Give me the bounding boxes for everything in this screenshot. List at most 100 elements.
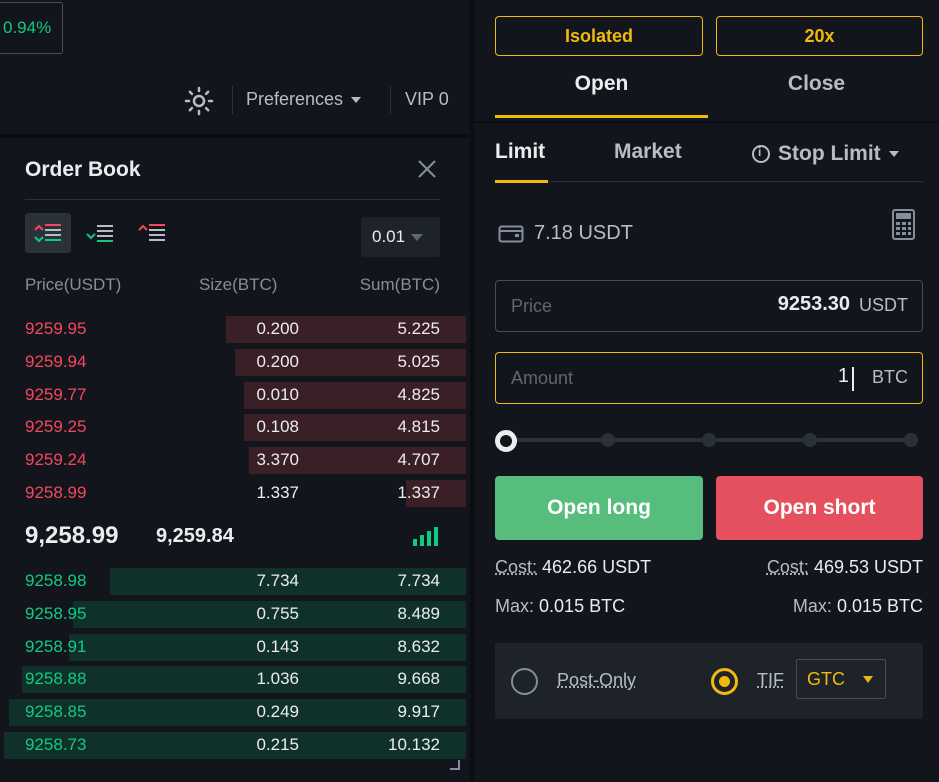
row-price: 9259.25	[25, 417, 87, 437]
preferences-label: Preferences	[246, 89, 344, 109]
bid-row[interactable]: 9258.73 0.215 10.132	[0, 729, 470, 762]
depth-bar	[244, 414, 466, 442]
cost-label: Cost:	[766, 557, 809, 577]
row-size: 0.200	[256, 319, 299, 338]
precision-select[interactable]: 0.01	[361, 217, 440, 257]
mark-price: 9,259.84	[156, 525, 234, 547]
tif-radio[interactable]	[711, 668, 738, 695]
last-price[interactable]: 9,258.99	[25, 522, 119, 549]
depth-bar	[69, 633, 466, 661]
price-change-badge: 0.94%	[0, 2, 63, 54]
long-max-value: 0.015 BTC	[539, 596, 626, 616]
row-price: 9259.24	[25, 450, 87, 470]
order-book-both-icon	[34, 224, 61, 243]
open-short-button[interactable]: Open short	[716, 476, 923, 540]
row-sum: 4.825	[397, 384, 440, 404]
order-form-panel: Isolated 20x Open Close Limit Market Sto…	[474, 0, 939, 782]
balance-value: 7.18 USDT	[534, 222, 633, 244]
leverage-button[interactable]: 20x	[716, 16, 923, 56]
ask-row[interactable]: 9259.24 3.370 4.707	[0, 444, 470, 477]
bid-row[interactable]: 9258.91 0.143 8.632	[0, 631, 470, 664]
row-sum: 8.489	[397, 603, 440, 623]
ask-row[interactable]: 9259.95 0.200 5.225	[0, 313, 470, 346]
order-book-bids-icon	[86, 225, 113, 242]
cost-label: Cost:	[495, 557, 538, 577]
price-input[interactable]: Price 9253.30 USDT	[495, 280, 923, 332]
toolbar-separator	[390, 86, 391, 114]
depth-bar	[110, 568, 466, 595]
long-max: Max: 0.015 BTC	[495, 596, 625, 617]
slider-handle[interactable]	[495, 430, 517, 452]
ask-row[interactable]: 9259.25 0.108 4.815	[0, 411, 470, 444]
signal-strength-icon	[413, 526, 438, 546]
row-price: 9259.77	[25, 384, 87, 404]
settings-icon[interactable]	[184, 86, 214, 116]
bid-row[interactable]: 9258.88 1.036 9.668	[0, 663, 470, 696]
tab-stop-limit[interactable]: Stop Limit	[752, 142, 899, 166]
ask-row[interactable]: 9259.94 0.200 5.025	[0, 346, 470, 379]
calculator-icon[interactable]	[892, 209, 915, 240]
caret-down-icon	[411, 233, 424, 241]
slider-stop-75[interactable]	[803, 433, 817, 447]
info-icon[interactable]	[752, 145, 770, 163]
vip-level[interactable]: VIP 0	[405, 89, 449, 109]
preferences-dropdown[interactable]: Preferences	[246, 89, 362, 110]
amount-value[interactable]: 1	[837, 365, 849, 387]
row-size: 0.249	[256, 702, 299, 722]
tab-close[interactable]: Close	[787, 72, 846, 95]
wallet-icon	[498, 225, 524, 242]
tif-select[interactable]: GTC	[796, 659, 886, 699]
bid-row[interactable]: 9258.85 0.249 9.917	[0, 696, 470, 729]
price-label: Price	[511, 296, 553, 316]
row-price: 9258.99	[25, 483, 87, 502]
tab-market[interactable]: Market	[614, 140, 682, 163]
depth-bar	[73, 600, 466, 628]
precision-value: 0.01	[372, 227, 406, 246]
panel-divider	[470, 0, 474, 782]
row-price: 9259.95	[25, 319, 87, 338]
view-asks-button[interactable]	[129, 213, 175, 253]
slider-stop-25[interactable]	[601, 433, 615, 447]
amount-slider[interactable]	[495, 428, 923, 452]
tab-open[interactable]: Open	[495, 72, 708, 118]
row-sum: 9.917	[397, 702, 440, 722]
depth-bar	[4, 732, 466, 759]
toolbar-separator	[232, 86, 233, 114]
row-price: 9258.88	[25, 669, 87, 689]
col-sum: Sum(BTC)	[359, 275, 440, 294]
close-icon[interactable]	[416, 158, 438, 180]
spread-row: 9,258.99 9,259.84	[0, 520, 470, 560]
slider-stop-50[interactable]	[702, 433, 716, 447]
view-both-button[interactable]	[25, 213, 71, 253]
order-book-title: Order Book	[25, 158, 141, 181]
view-bids-button[interactable]	[77, 213, 123, 253]
price-value[interactable]: 9253.30	[777, 293, 850, 315]
ask-row[interactable]: 9258.99 1.337 1.337	[0, 477, 470, 510]
price-change-percent: 0.94%	[3, 18, 52, 37]
row-size: 0.755	[256, 603, 299, 623]
tab-limit[interactable]: Limit	[495, 140, 546, 163]
margin-mode-button[interactable]: Isolated	[495, 16, 703, 56]
amount-input[interactable]: Amount 1 BTC	[495, 352, 923, 404]
row-size: 0.200	[256, 351, 299, 371]
bid-row[interactable]: 9258.98 7.734 7.734	[0, 565, 470, 598]
amount-unit: BTC	[872, 367, 908, 387]
row-size: 0.108	[256, 417, 299, 437]
bid-row[interactable]: 9258.95 0.755 8.489	[0, 598, 470, 631]
depth-bar	[406, 480, 466, 507]
resize-handle-icon[interactable]	[450, 760, 460, 770]
row-size: 7.734	[256, 571, 299, 590]
row-price: 9259.94	[25, 351, 87, 371]
row-price: 9258.91	[25, 636, 87, 656]
tif-label[interactable]: TIF	[757, 670, 784, 690]
post-only-label[interactable]: Post-Only	[557, 670, 637, 690]
section-divider	[474, 121, 939, 123]
row-sum: 9.668	[397, 669, 440, 689]
order-book-asks-icon	[138, 224, 165, 241]
depth-bar	[9, 699, 466, 727]
post-only-radio[interactable]	[511, 668, 538, 695]
order-book-divider	[25, 199, 440, 200]
ask-row[interactable]: 9259.77 0.010 4.825	[0, 379, 470, 412]
slider-stop-100[interactable]	[904, 433, 918, 447]
open-long-button[interactable]: Open long	[495, 476, 703, 540]
